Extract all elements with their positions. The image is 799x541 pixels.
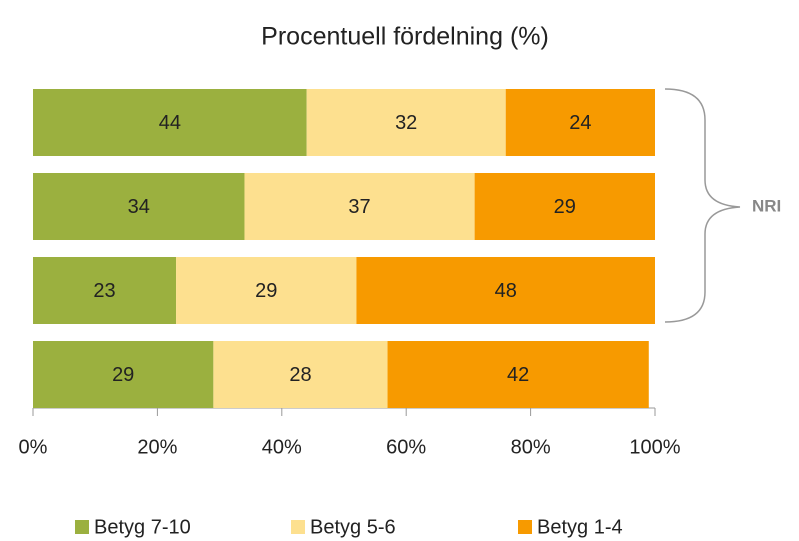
x-tick-label: 0%	[19, 436, 48, 458]
bar-segment	[356, 257, 655, 324]
data-label: 29	[554, 196, 576, 218]
annotation: NRI	[752, 196, 781, 215]
data-label: 29	[112, 364, 134, 386]
x-tick-label: 60%	[386, 436, 426, 458]
data-label: 24	[569, 112, 591, 134]
bar-segment	[33, 341, 214, 408]
data-label: 34	[128, 196, 150, 218]
data-label: 44	[159, 112, 181, 134]
bar-segment	[213, 341, 388, 408]
legend-label: Betyg 5-6	[310, 516, 396, 538]
bar-segment	[505, 89, 655, 156]
data-label: 37	[348, 196, 370, 218]
legend-label: Betyg 1-4	[537, 516, 623, 538]
legend-swatch	[518, 520, 532, 534]
bar-segment	[474, 173, 655, 240]
bar-segment	[306, 89, 506, 156]
bar-segment	[33, 173, 245, 240]
bar-segment	[176, 257, 357, 324]
chart-title: Procentuell fördelning (%)	[261, 23, 549, 51]
x-tick-label: 40%	[262, 436, 302, 458]
data-label: 42	[507, 364, 529, 386]
brace	[664, 88, 741, 323]
bar-segment	[33, 257, 177, 324]
bar-segment	[244, 173, 475, 240]
data-label: 48	[495, 280, 517, 302]
legend-label: Betyg 7-10	[94, 516, 191, 538]
x-tick-label: 100%	[629, 436, 680, 458]
bar-segment	[387, 341, 649, 408]
data-label: 23	[93, 280, 115, 302]
x-tick-label: 80%	[511, 436, 551, 458]
data-label: 28	[289, 364, 311, 386]
x-tick-label: 20%	[137, 436, 177, 458]
data-label: 29	[255, 280, 277, 302]
data-label: 32	[395, 112, 417, 134]
bar-segment	[33, 89, 307, 156]
legend-swatch	[75, 520, 89, 534]
legend-swatch	[291, 520, 305, 534]
